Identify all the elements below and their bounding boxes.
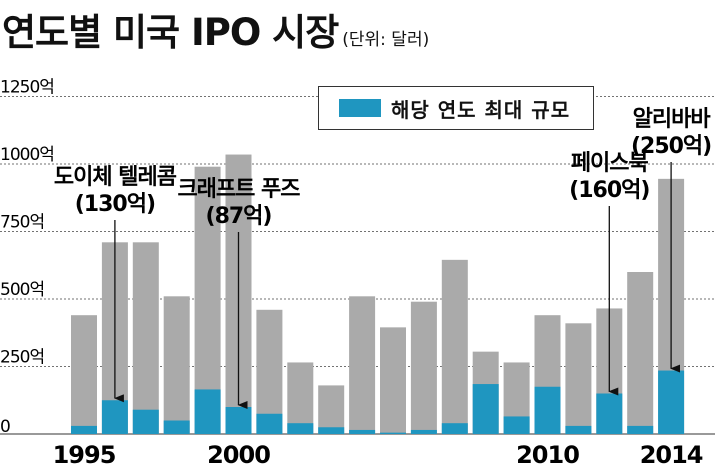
- bar-total: [256, 309, 283, 434]
- annotation-value: (130억): [75, 192, 155, 217]
- bar-total: [132, 242, 159, 434]
- bar-largest: [472, 384, 499, 434]
- bar-largest: [256, 413, 283, 434]
- annotation-name: 알리바바: [633, 107, 712, 132]
- bar-total: [194, 166, 221, 434]
- legend-swatch: [339, 99, 381, 117]
- x-tick-label: 1995: [53, 441, 116, 468]
- x-tick-label: 2014: [640, 441, 703, 468]
- bar-largest: [287, 423, 314, 434]
- bar-largest: [132, 409, 159, 434]
- bar-largest: [627, 425, 654, 434]
- x-tick-label: 2000: [207, 441, 270, 468]
- annotation-value: (250억): [631, 134, 711, 159]
- bar-largest: [534, 386, 561, 434]
- y-tick-label: 1250억: [0, 78, 54, 98]
- title-text: 연도별 미국 IPO 시장: [2, 11, 339, 54]
- y-tick-label: 1000억: [0, 145, 54, 165]
- y-tick-label: 250억: [0, 348, 44, 368]
- bar-largest: [318, 427, 345, 434]
- bar-largest: [441, 423, 468, 434]
- bar-largest: [349, 429, 376, 434]
- bar-largest: [503, 416, 530, 434]
- x-tick-label: 2010: [516, 441, 579, 468]
- bar-total: [410, 301, 437, 434]
- bar-largest: [596, 393, 623, 434]
- bar-total: [441, 259, 468, 434]
- bar-total: [349, 296, 376, 434]
- chart-title: 연도별 미국 IPO 시장 (단위: 달러): [2, 2, 429, 56]
- y-tick-label: 0: [0, 417, 10, 437]
- bar-largest: [410, 429, 437, 434]
- y-tick-label: 750억: [0, 213, 44, 233]
- bar-largest: [658, 370, 685, 434]
- bar-largest: [565, 425, 592, 434]
- legend-label: 해당 연도 최대 규모: [391, 97, 571, 122]
- annotation-value: (160억): [569, 178, 649, 203]
- unit-label: (단위: 달러): [342, 30, 430, 50]
- legend: 해당 연도 최대 규모: [318, 86, 594, 130]
- bar-total: [627, 272, 654, 434]
- bar-largest: [101, 400, 128, 434]
- bar-total: [163, 296, 190, 434]
- bar-total: [565, 323, 592, 434]
- bar-total: [380, 327, 406, 434]
- bar-largest: [71, 425, 97, 434]
- y-tick-label: 500억: [0, 280, 44, 300]
- annotation-value: (87억): [206, 204, 272, 229]
- bar-largest: [194, 389, 221, 434]
- bar-largest: [380, 432, 406, 434]
- bar-total: [287, 362, 314, 434]
- bar-largest: [225, 407, 252, 434]
- bar-largest: [163, 420, 190, 434]
- bar-total: [318, 385, 345, 434]
- annotation-name: 크래프트 푸즈: [177, 177, 300, 202]
- annotation-name: 도이체 텔레콤: [54, 165, 177, 190]
- bar-total: [71, 315, 97, 434]
- annotation-name: 페이스북: [571, 151, 649, 176]
